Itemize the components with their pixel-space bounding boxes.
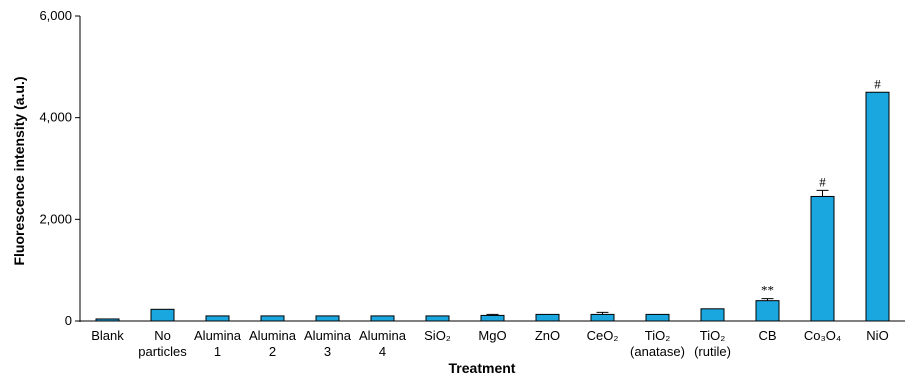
bar <box>370 315 395 322</box>
x-tick-label: ZnO <box>535 328 560 343</box>
x-tick-label-line2: 1 <box>214 344 221 359</box>
x-tick-label: Alumina <box>249 328 297 343</box>
bar <box>480 314 505 322</box>
x-axis-title: Treatment <box>449 360 516 376</box>
significance-marker: # <box>819 174 826 189</box>
x-tick-label-line2: 3 <box>324 344 331 359</box>
x-tick-label: MgO <box>478 328 506 343</box>
x-tick-label-line2: 4 <box>379 344 386 359</box>
x-tick-label: CeO₂ <box>587 328 619 343</box>
bar <box>205 315 230 322</box>
x-tick-label: SiO₂ <box>424 328 451 343</box>
x-tick-label: Alumina <box>194 328 242 343</box>
y-tick-label: 4,000 <box>39 110 72 125</box>
bar <box>645 313 670 322</box>
y-axis: 0 2,000 4,000 6,000 <box>39 8 81 328</box>
bar <box>150 308 175 322</box>
significance-marker: # <box>874 76 881 91</box>
significance-marker: ** <box>761 283 774 298</box>
x-tick-label: CB <box>758 328 776 343</box>
bar <box>590 313 615 322</box>
bar <box>425 315 450 322</box>
x-tick-label: TiO₂ <box>700 328 726 343</box>
y-tick-label: 6,000 <box>39 8 72 23</box>
x-tick-label-line2: (rutile) <box>694 344 731 359</box>
x-tick-label-line2: (anatase) <box>630 344 685 359</box>
bars: ** # # <box>95 76 890 322</box>
y-tick-label: 0 <box>65 313 72 328</box>
x-tick-label: Blank <box>91 328 124 343</box>
bar <box>700 308 725 322</box>
y-axis-title: Fluorescence intensity (a.u.) <box>11 76 27 265</box>
bar <box>755 300 780 322</box>
x-tick-label: No <box>154 328 171 343</box>
x-tick-label: Alumina <box>304 328 352 343</box>
x-tick-label: TiO₂ <box>645 328 671 343</box>
bar <box>260 315 285 322</box>
bar <box>315 315 340 322</box>
y-tick-label: 2,000 <box>39 211 72 226</box>
bar <box>810 195 835 322</box>
x-tick-label: NiO <box>866 328 888 343</box>
category-labels: Blank NoparticlesAlumina1Alumina2Alumina3… <box>91 328 888 359</box>
x-tick-label-line2: 2 <box>269 344 276 359</box>
x-tick-label-line2: particles <box>138 344 187 359</box>
bar <box>865 91 890 322</box>
x-tick-label: Co₃O₄ <box>804 328 841 343</box>
bar <box>535 313 560 322</box>
bar <box>95 318 120 322</box>
x-tick-label: Alumina <box>359 328 407 343</box>
